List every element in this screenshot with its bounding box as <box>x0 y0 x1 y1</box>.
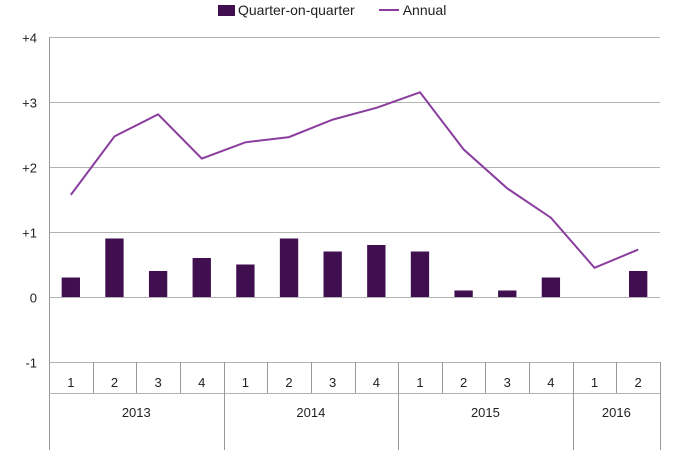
y-tick-label: +3 <box>22 96 37 111</box>
bars-quarter-on-quarter <box>61 238 648 297</box>
bar-9 <box>454 290 473 297</box>
legend: Quarter-on-quarter Annual <box>218 1 470 19</box>
bar-8 <box>410 251 430 297</box>
bar-5 <box>279 238 299 297</box>
quarter-label: 2 <box>460 375 467 390</box>
quarter-label: 1 <box>242 375 249 390</box>
quarter-label: 4 <box>547 375 554 390</box>
bar-4 <box>236 264 255 297</box>
gridlines <box>49 37 660 363</box>
year-label: 2016 <box>602 405 631 420</box>
line-annual <box>69 91 639 270</box>
bar-7 <box>367 245 386 297</box>
y-tick-label: -1 <box>25 356 37 371</box>
axes: -1 0 +1 +2 +3 +4 1 2 3 4 1 2 3 4 1 2 3 4 1 2 2013 2014 2015 201… <box>22 31 661 450</box>
quarter-label: 2 <box>285 375 292 390</box>
quarter-label: 2 <box>111 375 118 390</box>
quarter-label: 4 <box>198 375 205 390</box>
quarter-label: 1 <box>591 375 598 390</box>
legend-swatch-bar <box>218 4 235 16</box>
bar-2 <box>148 271 168 297</box>
quarter-label: 3 <box>329 375 336 390</box>
bar-11 <box>541 277 561 297</box>
y-tick-label: 0 <box>30 291 37 306</box>
bar-6 <box>323 251 342 297</box>
y-tick-label: +2 <box>22 161 37 176</box>
year-label: 2013 <box>122 405 151 420</box>
bar-0 <box>61 277 80 297</box>
bar-1 <box>105 238 124 297</box>
bar-3 <box>192 258 211 297</box>
quarter-label: 3 <box>504 375 511 390</box>
bar-10 <box>498 290 517 297</box>
quarter-label: 2 <box>635 375 642 390</box>
legend-item-annual: Annual <box>378 2 447 18</box>
annual-line-path <box>69 91 639 270</box>
year-label: 2014 <box>296 405 325 420</box>
quarter-label: 4 <box>373 375 380 390</box>
y-tick-label: +1 <box>22 226 37 241</box>
quarter-label: 1 <box>416 375 423 390</box>
legend-label-quarter-on-quarter: Quarter-on-quarter <box>238 2 355 18</box>
quarter-label: 3 <box>154 375 161 390</box>
legend-item-quarter-on-quarter: Quarter-on-quarter <box>218 2 355 18</box>
legend-label-annual: Annual <box>402 2 447 18</box>
quarter-label: 1 <box>67 375 74 390</box>
legend-swatch-line <box>378 9 399 11</box>
bar-13 <box>629 271 648 297</box>
y-tick-label: +4 <box>22 31 37 46</box>
year-label: 2015 <box>471 405 500 420</box>
